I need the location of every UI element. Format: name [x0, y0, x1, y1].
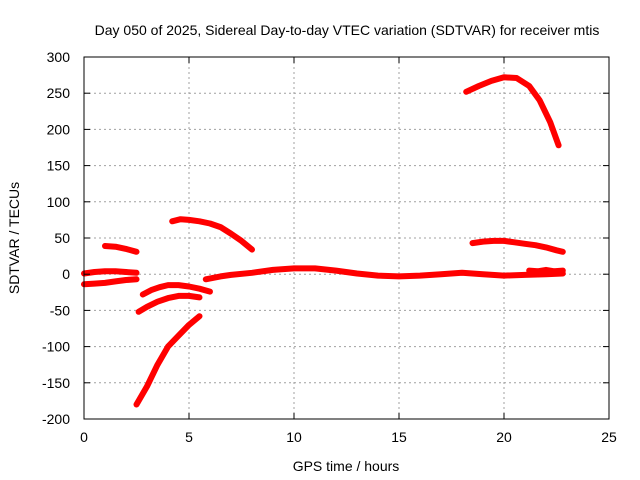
y-axis-label: SDTVAR / TECUs	[6, 182, 22, 294]
y-tick-label: -100	[42, 339, 70, 355]
series-line-6	[139, 282, 213, 298]
grid	[84, 57, 609, 419]
series-line-10	[469, 237, 566, 255]
y-tick-label: 100	[47, 194, 71, 210]
series-layer	[81, 74, 566, 408]
series-line-11	[526, 266, 566, 275]
chart-title: Day 050 of 2025, Sidereal Day-to-day VTE…	[95, 22, 600, 38]
series-line-5	[135, 292, 203, 315]
series-line-1	[81, 268, 140, 277]
y-tick-label: -50	[50, 302, 70, 318]
y-tick-label: 300	[47, 49, 71, 65]
x-tick-label: 25	[601, 429, 617, 445]
x-axis-label: GPS time / hours	[293, 458, 400, 474]
y-tick-label: 0	[62, 266, 70, 282]
y-tick-label: 200	[47, 121, 71, 137]
y-tick-label: 250	[47, 85, 71, 101]
series-line-3	[102, 243, 140, 255]
series-line-4	[133, 313, 203, 408]
x-tick-label: 20	[496, 429, 512, 445]
x-tick-label: 10	[286, 429, 302, 445]
series-line-9	[463, 74, 562, 149]
x-tick-label: 5	[185, 429, 193, 445]
y-tick-label: 50	[54, 230, 70, 246]
x-tick-label: 0	[80, 429, 88, 445]
x-tick-label: 15	[391, 429, 407, 445]
y-tick-label: -150	[42, 375, 70, 391]
series-line-7	[169, 216, 255, 253]
series-line-8	[202, 265, 566, 283]
y-tick-label: -200	[42, 411, 70, 427]
series-line-2	[81, 276, 140, 288]
y-tick-label: 150	[47, 158, 71, 174]
axis-ticks: 0 5 10 15 20 25 -200 -150 -100 -50 0 50 100 150 200 250…	[42, 49, 617, 445]
